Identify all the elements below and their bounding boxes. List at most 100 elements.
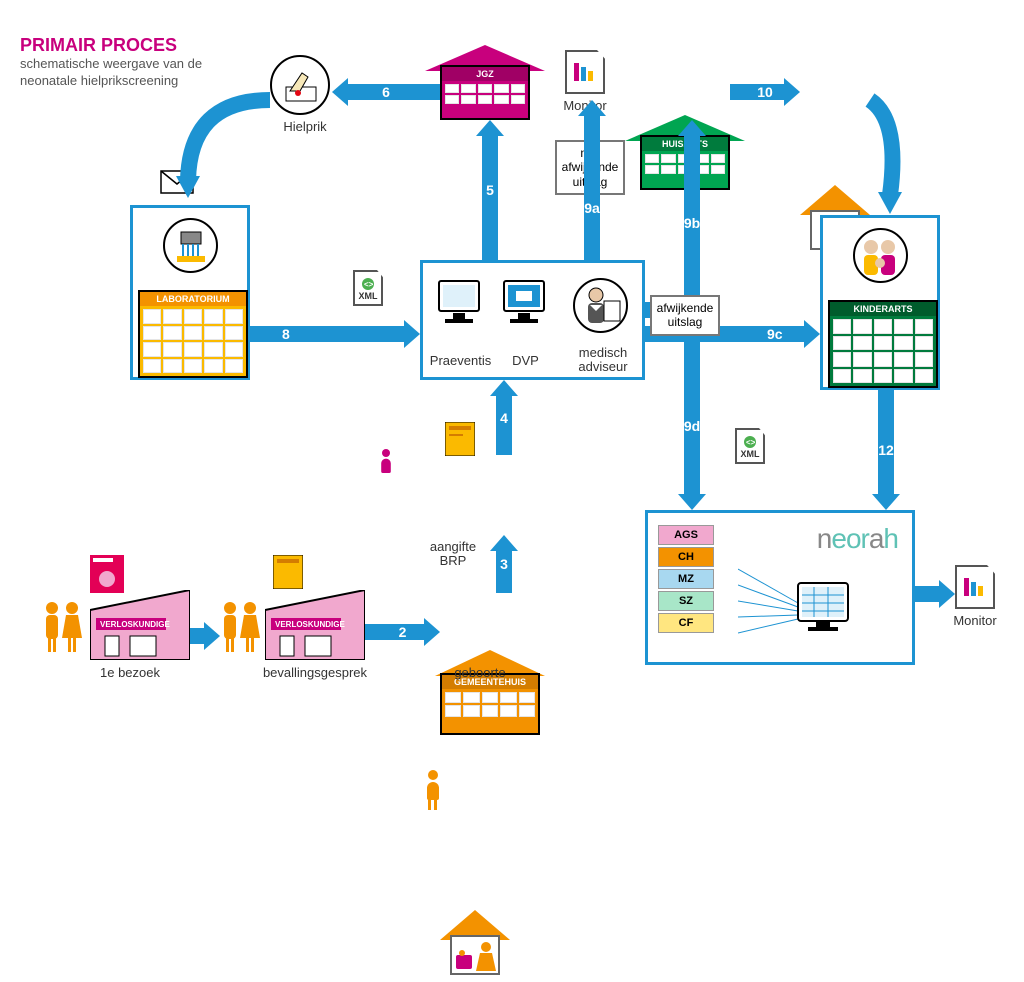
kinderarts-people-icon: [853, 228, 908, 283]
svg-text:<>: <>: [364, 280, 374, 289]
page-subtitle-1: schematische weergave van de: [20, 56, 202, 73]
kinderarts-body: KINDERARTS: [828, 300, 938, 388]
medisch-adviseur-icon: [573, 278, 628, 333]
praeventis-label: Praeventis: [423, 353, 498, 368]
kinderarts-plaque: KINDERARTS: [830, 302, 936, 316]
geboorte-body: [450, 935, 500, 975]
gemeentehuis-body: GEMEENTEHUIS: [440, 673, 540, 735]
hielprik-icon: [270, 55, 330, 115]
booklet1-icon: [90, 555, 124, 598]
dvp-label: DVP: [498, 353, 553, 368]
hielprik-label: Hielprik: [265, 119, 345, 134]
arrow-10-num: 10: [755, 84, 775, 100]
arrow-2: 2: [365, 618, 440, 646]
arrow-11-num: 11: [887, 150, 906, 166]
laboratorium-node: LABORATORIUM: [130, 205, 250, 380]
monitor-right-icon: [955, 565, 995, 609]
lab-body: LABORATORIUM: [138, 290, 248, 378]
verloskundige1-node: VERLOSKUNDIGE: [90, 590, 190, 665]
verloskundige2-plaque-text: VERLOSKUNDIGE: [275, 620, 345, 629]
arrow-12-num: 12: [876, 442, 896, 458]
geboorte-house: [440, 915, 510, 975]
kinderarts-node: KINDERARTS: [820, 215, 940, 390]
kinderarts-box: KINDERARTS: [820, 215, 940, 390]
arrow-9c-num: 9c: [765, 326, 785, 342]
disease-list: AGS CH MZ SZ CF: [658, 525, 714, 633]
aangifte-brp-label: aangifte BRP: [418, 540, 488, 569]
arrow6-person-icon: [378, 449, 394, 481]
arrow-5-num: 5: [484, 182, 496, 198]
central-box: Praeventis DVP medisch adviseur: [420, 260, 645, 380]
disease-sz: SZ: [658, 591, 714, 611]
envelope-icon: [160, 170, 194, 199]
aangifte-person-icon: [423, 770, 443, 810]
couple2-icon: [218, 600, 268, 660]
monitor-right-label: Monitor: [945, 613, 1005, 628]
title-block: PRIMAIR PROCES schematische weergave van…: [20, 35, 202, 90]
disease-cf: CF: [658, 613, 714, 633]
disease-mz: MZ: [658, 569, 714, 589]
bevallingsgesprek-label: bevallingsgesprek: [245, 665, 385, 680]
arrow-9a-num: 9a: [582, 200, 602, 216]
laboratorium-box: LABORATORIUM: [130, 205, 250, 380]
jgz-body: JGZ: [440, 65, 530, 120]
page-title: PRIMAIR PROCES: [20, 35, 202, 56]
bezoek1-label: 1e bezoek: [80, 665, 180, 680]
jgz-building: JGZ: [440, 50, 530, 120]
xml-doc-2: XML <>: [735, 428, 765, 464]
xml-doc-1: XML <>: [353, 270, 383, 306]
afwijkende-box: afwijkende uitslag: [650, 295, 720, 336]
jgz-windows: [442, 81, 528, 118]
monitor-top-icon: [565, 50, 605, 94]
afwijkende-label: afwijkende uitslag: [657, 301, 714, 329]
dvp-icon: [498, 275, 553, 345]
verloskundige1-icon: VERLOSKUNDIGE: [90, 590, 190, 660]
arrow-6-num: 6: [380, 84, 392, 100]
lab-plaque: LABORATORIUM: [140, 292, 246, 306]
arrow-13: [915, 580, 955, 608]
arrow-9d: 9d: [678, 318, 706, 510]
xml-label-1: XML: [359, 291, 378, 301]
hielprik-node: Hielprik: [270, 55, 330, 115]
arrow-7-num: 7: [200, 135, 212, 151]
page-subtitle-2: neonatale hielprikscreening: [20, 73, 202, 90]
arrow-3: 3: [490, 535, 518, 593]
jgz-plaque: JGZ: [442, 67, 528, 81]
arrow-9d-num: 9d: [682, 418, 702, 434]
kinderarts-building: KINDERARTS: [828, 298, 938, 388]
arrow-5: 5: [476, 120, 504, 260]
svg-text:<>: <>: [746, 438, 756, 447]
neorah-spreadsheet-icon: [738, 563, 858, 653]
arrow-3-num: 3: [498, 556, 510, 572]
verloskundige1-plaque-text: VERLOSKUNDIGE: [100, 620, 170, 629]
neorah-logo: neorah: [817, 523, 898, 555]
kinderarts-windows: [830, 316, 936, 386]
arrow-8-num: 8: [280, 326, 292, 342]
monitor-right: Monitor: [955, 565, 1005, 609]
arrow-4-num: 4: [498, 410, 510, 426]
arrow-1: [190, 622, 220, 650]
verloskundige2-icon: VERLOSKUNDIGE: [265, 590, 365, 660]
xml-label-2: XML: [741, 449, 760, 459]
arrow-12: 12: [872, 390, 900, 510]
verloskundige2-node: VERLOSKUNDIGE: [265, 590, 365, 665]
geboorte-label: geboorte: [430, 665, 530, 680]
arrow-9a: 9a: [578, 100, 606, 260]
arrow-8: 8: [250, 320, 420, 348]
arrow-10: 10: [730, 78, 800, 106]
disease-ch: CH: [658, 547, 714, 567]
arrow-9b-num: 9b: [682, 215, 702, 231]
arrow-4: 4: [490, 380, 518, 455]
booklet2-icon: [273, 555, 303, 594]
arrow-6: 6: [332, 78, 440, 106]
arrow-9b: 9b: [678, 120, 706, 295]
disease-ags: AGS: [658, 525, 714, 545]
monitor-top: Monitor: [565, 50, 615, 94]
lab-windows: [140, 306, 246, 376]
lab-building: LABORATORIUM: [138, 288, 248, 378]
praeventis-icon: [433, 275, 488, 345]
medisch-adviseur-label: medisch adviseur: [568, 346, 638, 375]
couple1-icon: [40, 600, 90, 660]
arrow-2-num: 2: [397, 624, 409, 640]
neorah-box: AGS CH MZ SZ CF neorah: [645, 510, 915, 665]
